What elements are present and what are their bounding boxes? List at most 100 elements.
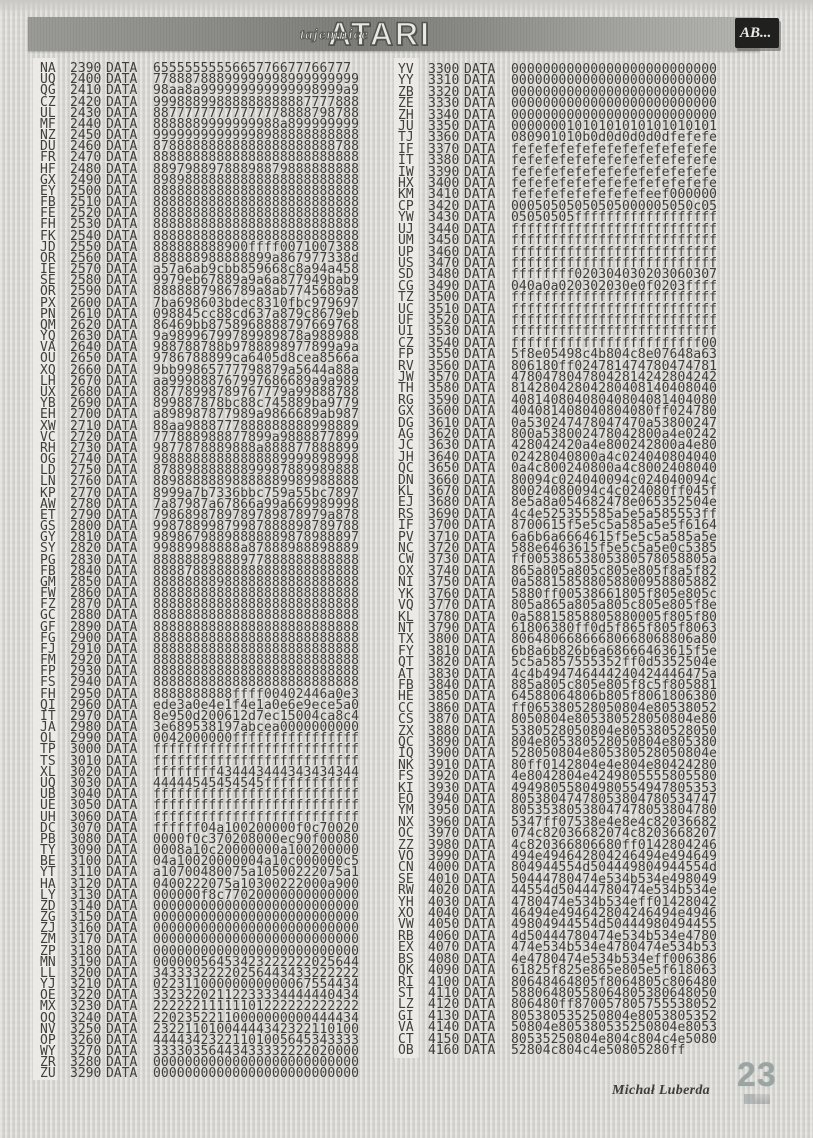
line-number: 2420 <box>70 94 102 110</box>
data-payload: 98aa8a999999999999998999a9 <box>153 83 360 99</box>
data-keyword: DATA <box>464 951 496 967</box>
data-payload: 05050505ffffffffffffffffff <box>511 210 718 226</box>
line-number: 2970 <box>70 708 102 724</box>
line-number: 2510 <box>70 195 102 211</box>
data-payload: 88777777777777778888798788 <box>153 105 360 121</box>
data-line: FR 2470 DATA 88888888888888888888888888 <box>40 151 359 164</box>
data-keyword: DATA <box>464 609 496 625</box>
data-keyword: DATA <box>464 928 496 944</box>
data-line: OP 3260 DATA 44443423221101005645343333 <box>40 1034 359 1047</box>
checksum-code: UF <box>398 312 414 328</box>
line-number: 3570 <box>428 369 460 385</box>
checksum-code: LZ <box>398 997 414 1013</box>
checksum-code: IE <box>40 262 56 278</box>
data-line: RV 3560 DATA 806180ff024781474780474781 <box>398 358 717 374</box>
data-payload: 4c820366806680ff0142804246 <box>511 837 718 853</box>
line-number: 2790 <box>70 507 102 523</box>
data-keyword: DATA <box>106 753 138 769</box>
data-payload: 00000000000000000000000000 <box>153 1066 360 1082</box>
data-line: ZP 3180 DATA 00000000000000000000000000 <box>40 943 359 959</box>
checksum-code: AW <box>40 496 56 512</box>
line-number: 2940 <box>70 675 102 691</box>
data-payload: 0a588158588058800958805882 <box>511 575 718 591</box>
line-number: 4140 <box>428 1020 460 1036</box>
data-payload: 588e6463615f5e5c5a5e0c5385 <box>511 541 718 557</box>
data-keyword: DATA <box>464 461 496 477</box>
data-payload: 00000000000000000000000000 <box>511 96 718 112</box>
data-payload: ffffffffffffffffffffffffff <box>511 290 718 306</box>
data-line: CZ 2420 DATA 99988899888888888887777888 <box>40 94 359 110</box>
checksum-code: PN <box>40 306 56 322</box>
data-line: ZM 3170 DATA 00000000000000000000000000 <box>40 933 359 946</box>
data-payload: 88888888888888888888888888 <box>153 206 360 222</box>
line-number: 3090 <box>70 843 102 859</box>
checksum-code: PV <box>398 529 414 545</box>
data-line: FY 3810 DATA 6b8a6b826b6a68666463615f5e <box>398 643 717 659</box>
line-number: 3590 <box>428 392 460 408</box>
data-line: GI 4130 DATA 805380535250804e8053805352 <box>398 1009 717 1022</box>
data-line: FP 3550 DATA 5f8e05498c4b804c8e07648a63 <box>398 347 717 363</box>
data-payload: 428042420a4e800242800a4e80 <box>511 438 718 454</box>
listing-column-left: NA 2390 DATA 6555555555665776677766777 UQ 240… <box>40 62 360 1082</box>
checksum-code: SE <box>398 871 414 887</box>
data-line: EX 4070 DATA 474e534b534e4780474e534b53 <box>398 941 717 954</box>
data-line: ZX 3880 DATA 5380528050804e805380528050 <box>398 724 717 737</box>
author-credit: Michał Luberda <box>612 1083 710 1098</box>
data-payload: 88888888988888888888888888 <box>153 574 360 590</box>
header-band <box>28 17 760 51</box>
data-keyword: DATA <box>464 210 496 226</box>
data-payload: 9979eb67889a9a6a877949bab9 <box>153 273 360 289</box>
data-payload: 49804944554d50444980494455 <box>511 917 718 933</box>
line-number: 3690 <box>428 506 460 522</box>
data-payload: 4d50444780474e534b534e4780 <box>511 928 718 944</box>
line-number: 3150 <box>70 910 102 926</box>
data-keyword: DATA <box>464 347 496 363</box>
data-keyword: DATA <box>106 686 138 702</box>
data-line: VO 3990 DATA 494e494642804246494e494649 <box>398 850 717 863</box>
data-line: ZB 3320 DATA 00000000000000000000000000 <box>398 86 717 99</box>
checksum-code: NI <box>398 575 414 591</box>
line-number: 2730 <box>70 440 102 456</box>
data-payload: 87888888888888888888888788 <box>153 139 360 155</box>
line-number: 4090 <box>428 963 460 979</box>
data-keyword: DATA <box>106 943 138 959</box>
data-keyword: DATA <box>464 119 496 135</box>
line-number: 3740 <box>428 563 460 579</box>
data-line: FS 3920 DATA 4e8042804e4249805555805580 <box>398 770 717 783</box>
data-payload: 7a87987a67866a99a669989998 <box>153 496 360 512</box>
line-number: 3810 <box>428 643 460 659</box>
data-line: EH 2700 DATA a898987877989a9866689ab987 <box>40 407 359 423</box>
data-payload: ffffffffffffffffffffffffff <box>511 221 718 237</box>
checksum-code: CC <box>398 700 414 716</box>
data-keyword: DATA <box>464 997 496 1013</box>
data-keyword: DATA <box>464 814 496 830</box>
checksum-code: XW <box>40 418 56 434</box>
data-payload: 77888788899999998999999999 <box>153 72 360 88</box>
checksum-code: FY <box>398 643 414 659</box>
data-payload: 00000000000000000000000000 <box>153 910 360 926</box>
data-line: TZ 3500 DATA ffffffffffffffffffffffffff <box>398 290 718 306</box>
data-line: TS 3010 DATA ffffffffffffffffffffffffff <box>40 753 359 769</box>
data-payload: 00000056453423222222025644 <box>153 954 360 970</box>
data-line: LN 2760 DATA 88988888898888889989988888 <box>40 474 359 490</box>
data-line: YV 3300 DATA 00000000000000000000000000 <box>398 63 717 76</box>
checksum-code: LN <box>40 474 56 490</box>
checksum-code: VA <box>398 1020 414 1036</box>
checksum-code: FH <box>40 217 56 233</box>
line-number: 2870 <box>70 597 102 613</box>
data-keyword: DATA <box>106 195 138 211</box>
data-payload: aa999888767997686689a9a989 <box>153 373 360 389</box>
checksum-code: EH <box>40 407 56 423</box>
data-line: IT 3380 DATA fefefefefefefefefefefefefe <box>398 154 717 167</box>
line-number: 2560 <box>70 250 102 266</box>
checksum-code: NZ <box>40 128 56 144</box>
data-payload: 89898888888888888888888888 <box>153 172 360 188</box>
data-payload: 9877878889888a888877888899 <box>153 440 360 456</box>
checksum-code: RV <box>398 358 414 374</box>
data-payload: ffffffffffffffffffffffffff <box>153 742 360 758</box>
data-line: LH 2670 DATA aa999888767997686689a9a989 <box>40 373 360 389</box>
line-number: 3540 <box>428 335 460 351</box>
checksum-code: GF <box>40 619 56 635</box>
line-number: 2680 <box>70 384 102 400</box>
line-number: 3940 <box>428 792 460 807</box>
